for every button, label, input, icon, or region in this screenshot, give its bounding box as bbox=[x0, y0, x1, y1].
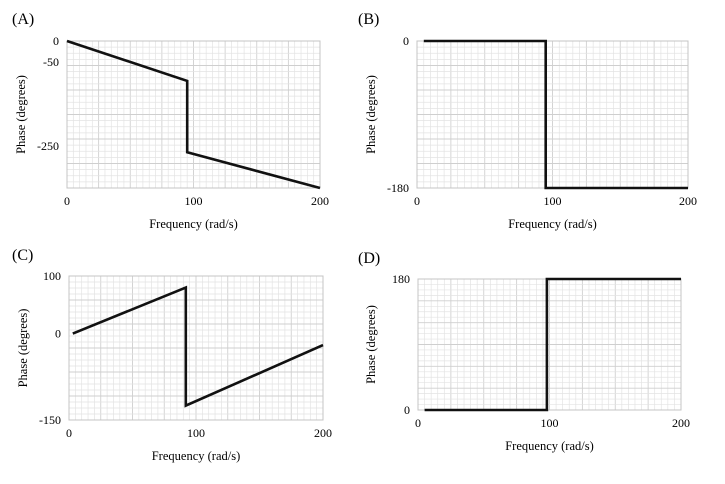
x-tick-label: 100 bbox=[541, 416, 559, 430]
y-tick-label: 0 bbox=[53, 34, 59, 48]
y-tick-label: 180 bbox=[392, 272, 410, 286]
chart-panel-1: (A) 0 -50 -250 0 100 200 Frequency (rad/s) Phase… bbox=[12, 11, 329, 231]
x-tick-label: 200 bbox=[679, 194, 697, 208]
y-axis-label: Phase (degrees) bbox=[14, 75, 28, 154]
panel-label: (D) bbox=[358, 250, 380, 267]
chart-panel-3: (C) 100 0 -150 0 100 200 Frequency (rad/s) Phase… bbox=[12, 247, 332, 463]
x-tick-label: 0 bbox=[414, 194, 420, 208]
plot-frame bbox=[66, 40, 321, 189]
x-tick-label: 0 bbox=[415, 416, 421, 430]
grid bbox=[416, 40, 689, 189]
y-tick-label: 0 bbox=[403, 34, 409, 48]
series-line bbox=[72, 285, 324, 408]
y-axis-label: Phase (degrees) bbox=[364, 75, 378, 154]
grid bbox=[66, 40, 321, 189]
x-tick-label: 200 bbox=[311, 194, 329, 208]
x-tick-label: 100 bbox=[185, 194, 203, 208]
x-axis-label: Frequency (rad/s) bbox=[505, 439, 594, 453]
x-axis-label: Frequency (rad/s) bbox=[152, 449, 241, 463]
x-tick-label: 200 bbox=[672, 416, 690, 430]
y-tick-label: 0 bbox=[55, 327, 61, 341]
x-axis-label: Frequency (rad/s) bbox=[508, 217, 597, 231]
y-tick-label: -150 bbox=[39, 413, 61, 427]
x-tick-label: 0 bbox=[64, 194, 70, 208]
series-line bbox=[424, 277, 681, 412]
x-tick-label: 0 bbox=[66, 426, 72, 440]
series-line bbox=[66, 39, 321, 190]
x-tick-label: 100 bbox=[187, 426, 205, 440]
y-axis-label: Phase (degrees) bbox=[364, 305, 378, 384]
y-axis-label: Phase (degrees) bbox=[16, 309, 30, 388]
y-tick-label: -250 bbox=[37, 139, 59, 153]
panel-label: (C) bbox=[12, 247, 33, 264]
y-tick-label: 100 bbox=[43, 269, 61, 283]
grid bbox=[68, 275, 324, 421]
y-tick-label: -180 bbox=[387, 181, 409, 195]
panel-label: (B) bbox=[358, 11, 379, 28]
chart-panel-4: (D) 180 00 100 200 Frequency (rad/s) Phase (de… bbox=[358, 250, 690, 453]
y-tick-label: -50 bbox=[43, 55, 59, 69]
series-line bbox=[423, 39, 688, 190]
x-tick-label: 200 bbox=[314, 426, 332, 440]
x-tick-label: 100 bbox=[544, 194, 562, 208]
chart-panel-2: (B) 0 -180 0 100 200 Frequency (rad/s) Phase (d… bbox=[358, 11, 697, 231]
grid bbox=[417, 278, 682, 411]
y-tick-label: 0 bbox=[404, 403, 410, 417]
x-axis-label: Frequency (rad/s) bbox=[149, 217, 238, 231]
plot-frame bbox=[68, 275, 324, 421]
panel-label: (A) bbox=[12, 11, 34, 28]
